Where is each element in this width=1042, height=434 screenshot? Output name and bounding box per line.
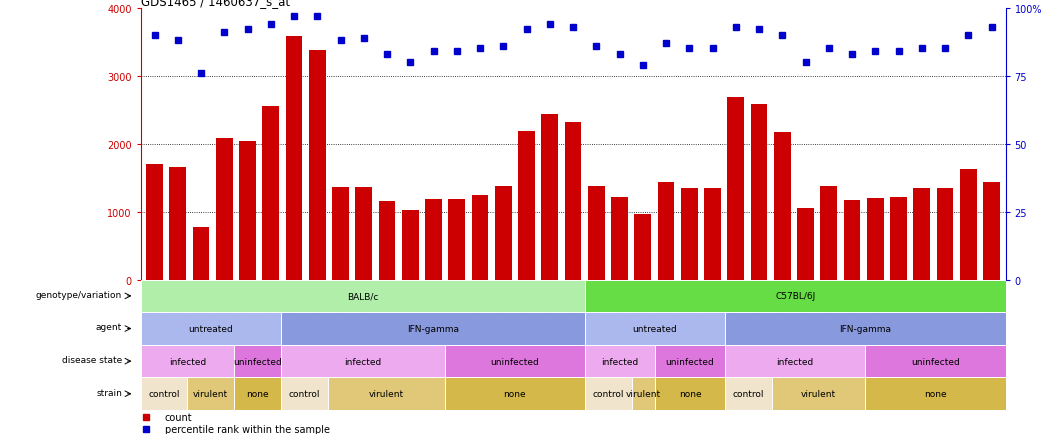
Bar (234, 378, 281, 410)
Bar (355, 187, 372, 280)
Text: genotype/variation: genotype/variation (35, 290, 122, 299)
Bar (772, 378, 865, 410)
Bar (472, 195, 489, 280)
Bar (750, 104, 768, 280)
Bar (141, 312, 281, 345)
Text: control: control (593, 389, 624, 398)
Text: untreated: untreated (189, 324, 233, 333)
Bar (542, 115, 559, 280)
Text: infected: infected (601, 357, 639, 366)
Bar (281, 345, 445, 378)
Bar (170, 168, 187, 280)
Bar (141, 280, 585, 312)
Bar (867, 198, 884, 280)
Bar (445, 345, 585, 378)
Text: none: none (678, 389, 701, 398)
Bar (425, 199, 442, 280)
Text: virulent: virulent (193, 389, 228, 398)
Bar (588, 186, 604, 280)
Text: infected: infected (169, 357, 206, 366)
Bar (141, 378, 188, 410)
Bar (281, 378, 327, 410)
Bar (286, 36, 302, 280)
Text: control: control (289, 389, 320, 398)
Bar (141, 345, 234, 378)
Bar (518, 132, 535, 280)
Bar (495, 186, 512, 280)
Bar (681, 189, 698, 280)
Bar (146, 164, 163, 280)
Text: control: control (733, 389, 764, 398)
Bar (234, 345, 281, 378)
Bar (774, 133, 791, 280)
Bar (914, 188, 931, 280)
Text: disease state: disease state (61, 355, 122, 364)
Bar (727, 98, 744, 280)
Text: strain: strain (96, 388, 122, 397)
Bar (402, 211, 419, 280)
Bar (658, 183, 674, 280)
Text: control: control (148, 389, 180, 398)
Text: uninfected: uninfected (491, 357, 539, 366)
Bar (865, 345, 1006, 378)
Bar (448, 199, 465, 280)
Text: infected: infected (776, 357, 814, 366)
Text: IFN-gamma: IFN-gamma (406, 324, 458, 333)
Bar (240, 141, 256, 280)
Bar (631, 378, 655, 410)
Text: uninfected: uninfected (666, 357, 715, 366)
Bar (725, 345, 865, 378)
Text: uninfected: uninfected (911, 357, 960, 366)
Bar (281, 312, 585, 345)
Bar (844, 201, 861, 280)
Text: agent: agent (96, 322, 122, 332)
Bar (309, 51, 326, 280)
Bar (725, 312, 1006, 345)
Bar (327, 378, 445, 410)
Text: none: none (924, 389, 947, 398)
Text: infected: infected (344, 357, 381, 366)
Text: C57BL/6J: C57BL/6J (775, 292, 815, 301)
Bar (332, 187, 349, 280)
Text: none: none (503, 389, 526, 398)
Bar (585, 378, 631, 410)
Text: IFN-gamma: IFN-gamma (839, 324, 891, 333)
Text: virulent: virulent (801, 389, 836, 398)
Bar (890, 198, 907, 280)
Bar (188, 378, 234, 410)
Bar (565, 122, 581, 280)
Bar (378, 202, 396, 280)
Bar (797, 208, 814, 280)
Bar (655, 345, 725, 378)
Bar (445, 378, 585, 410)
Bar (216, 139, 232, 280)
Bar (960, 169, 976, 280)
Text: count: count (165, 412, 193, 422)
Bar (612, 198, 628, 280)
Text: percentile rank within the sample: percentile rank within the sample (165, 424, 329, 434)
Bar (585, 312, 725, 345)
Bar (635, 215, 651, 280)
Text: virulent: virulent (625, 389, 661, 398)
Bar (585, 280, 1006, 312)
Bar (725, 378, 772, 410)
Text: untreated: untreated (632, 324, 677, 333)
Text: GDS1465 / 1460637_s_at: GDS1465 / 1460637_s_at (141, 0, 290, 7)
Bar (865, 378, 1006, 410)
Text: uninfected: uninfected (233, 357, 282, 366)
Bar (704, 188, 721, 280)
Bar (193, 227, 209, 280)
Bar (984, 183, 1000, 280)
Bar (585, 345, 655, 378)
Text: none: none (246, 389, 269, 398)
Bar (655, 378, 725, 410)
Bar (263, 106, 279, 280)
Text: BALB/c: BALB/c (347, 292, 378, 301)
Bar (820, 186, 837, 280)
Text: virulent: virulent (369, 389, 403, 398)
Bar (937, 189, 953, 280)
